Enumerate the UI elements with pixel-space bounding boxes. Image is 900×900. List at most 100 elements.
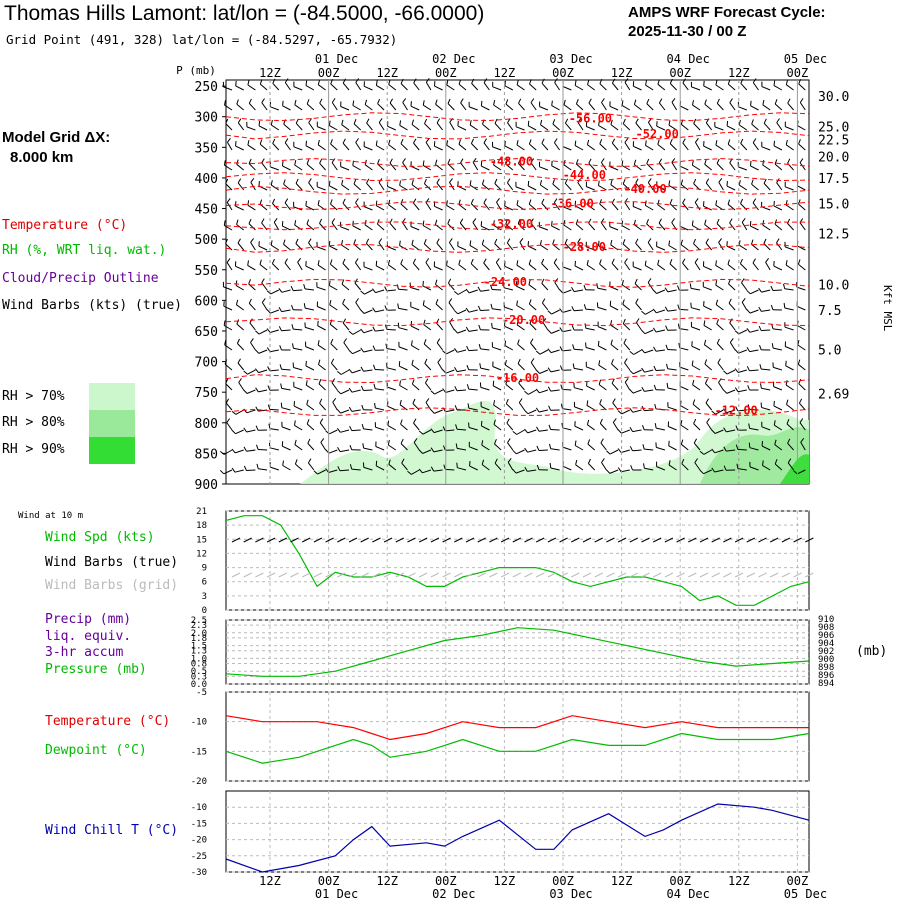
wind-barb-flag bbox=[705, 238, 709, 244]
wind-barb bbox=[249, 322, 256, 331]
wind-barb bbox=[799, 222, 806, 231]
wind-barb bbox=[761, 368, 771, 371]
wind-barb bbox=[226, 262, 233, 271]
wind-barb bbox=[388, 463, 397, 471]
wind-barb-flag bbox=[303, 303, 306, 309]
wind10m-barb bbox=[360, 537, 369, 543]
wind-barb-flag bbox=[384, 305, 388, 311]
wind-barb bbox=[273, 222, 280, 231]
wind-barb-flag bbox=[536, 445, 540, 451]
wind-barb bbox=[457, 349, 467, 353]
wind-barb-flag bbox=[295, 238, 299, 244]
wind-barb bbox=[480, 309, 490, 311]
wind-barb bbox=[598, 345, 607, 351]
pressure-tick-label: 800 bbox=[195, 417, 218, 432]
wind10m-barb bbox=[559, 537, 568, 543]
wind-barb bbox=[237, 122, 245, 131]
wind10m-grid-barb bbox=[348, 572, 358, 578]
wind-barb bbox=[507, 442, 514, 451]
rh80-swatch bbox=[89, 410, 135, 437]
wind-barb-flag bbox=[774, 99, 778, 105]
wind-barb bbox=[669, 203, 677, 211]
wind-barb bbox=[772, 289, 782, 291]
wind-barb bbox=[457, 467, 467, 471]
legend-rh: RH (%, WRT liq. wat.) bbox=[2, 243, 167, 258]
wind-barb bbox=[539, 226, 549, 231]
wind-barb-flag bbox=[771, 323, 774, 330]
wind-barb bbox=[574, 425, 584, 431]
wind-barb bbox=[363, 369, 373, 372]
wind-barb bbox=[703, 145, 712, 151]
wind-barb bbox=[456, 428, 467, 431]
wind-barb-flag bbox=[621, 100, 624, 106]
wind-barb bbox=[621, 429, 630, 434]
wind-barb bbox=[483, 142, 490, 151]
wind-barb-flag bbox=[247, 140, 250, 146]
wind-barb-flag bbox=[797, 359, 801, 365]
wind-barb bbox=[351, 409, 361, 412]
wind-barb-flag bbox=[400, 78, 404, 84]
wind-barb bbox=[704, 224, 713, 231]
wind-barb bbox=[738, 166, 747, 171]
wind-barb bbox=[714, 126, 724, 131]
wind-barb-flag bbox=[548, 424, 552, 430]
wind-barb-flag bbox=[727, 79, 731, 85]
isotherm-line bbox=[225, 407, 810, 416]
wind-barb-flag bbox=[547, 310, 552, 315]
wind-barb-flag bbox=[477, 305, 481, 311]
wind-barb bbox=[749, 466, 759, 471]
wind-barb bbox=[573, 348, 584, 351]
wind-barb-flag bbox=[424, 118, 428, 124]
wind-barb-flag bbox=[353, 239, 357, 245]
wind-barb bbox=[389, 162, 397, 171]
wind-panel-ytick-label: 9 bbox=[202, 564, 207, 574]
wind-barb-flag bbox=[278, 307, 283, 312]
wind-barb-flag bbox=[575, 159, 579, 165]
wind-barb bbox=[528, 284, 537, 291]
wind-barb-flag bbox=[494, 458, 498, 464]
wind-barb-flag bbox=[629, 408, 634, 413]
wind-barb-flag bbox=[741, 218, 746, 223]
wind-barb bbox=[623, 342, 631, 351]
wind10m-grid-barb bbox=[325, 572, 334, 578]
wind-barb-flag bbox=[703, 80, 705, 86]
wind-barb-flag bbox=[599, 418, 603, 424]
wind-barb bbox=[434, 205, 443, 211]
wind-barb bbox=[656, 446, 666, 451]
wind-barb bbox=[726, 185, 736, 191]
wind-barb bbox=[283, 183, 291, 191]
wind-barb-flag bbox=[723, 370, 728, 375]
wind-barb bbox=[550, 349, 560, 354]
wind-barb-flag bbox=[741, 278, 745, 283]
wind-barb-flag bbox=[355, 198, 359, 203]
wind-barb-flag bbox=[541, 258, 545, 264]
wind-barb-flag bbox=[270, 119, 273, 126]
wind-barb bbox=[329, 125, 338, 131]
top-date-label: 03 Dec bbox=[549, 52, 592, 66]
wind-barb-flag bbox=[671, 158, 676, 163]
wind-barb-flag bbox=[718, 178, 723, 183]
wind-barb-flag bbox=[783, 302, 786, 309]
wind-barb-flag bbox=[466, 384, 470, 390]
wind-barb-flag bbox=[305, 360, 307, 366]
pressure-tick-label: 400 bbox=[195, 172, 218, 187]
wind-barb bbox=[363, 389, 373, 391]
wind-barb bbox=[635, 302, 642, 311]
wind10m-barb bbox=[372, 537, 381, 543]
wind-barb bbox=[774, 444, 783, 451]
wind-barb-flag bbox=[617, 467, 622, 472]
wind-barb bbox=[366, 122, 373, 131]
wind-barb bbox=[574, 445, 584, 451]
wind-barb-flag bbox=[553, 198, 558, 203]
wind-barb-flag bbox=[752, 258, 756, 264]
wind-barb bbox=[235, 449, 244, 454]
wind-barb-flag bbox=[418, 449, 423, 454]
wind-barb bbox=[682, 202, 689, 211]
wind-barb-flag bbox=[400, 199, 404, 205]
wind-barb bbox=[679, 225, 689, 231]
wind-barb-flag bbox=[762, 460, 764, 466]
wind-barb bbox=[402, 222, 408, 231]
wind-barb bbox=[527, 409, 537, 415]
wind-barb bbox=[656, 309, 666, 314]
wind-barb bbox=[505, 223, 514, 231]
